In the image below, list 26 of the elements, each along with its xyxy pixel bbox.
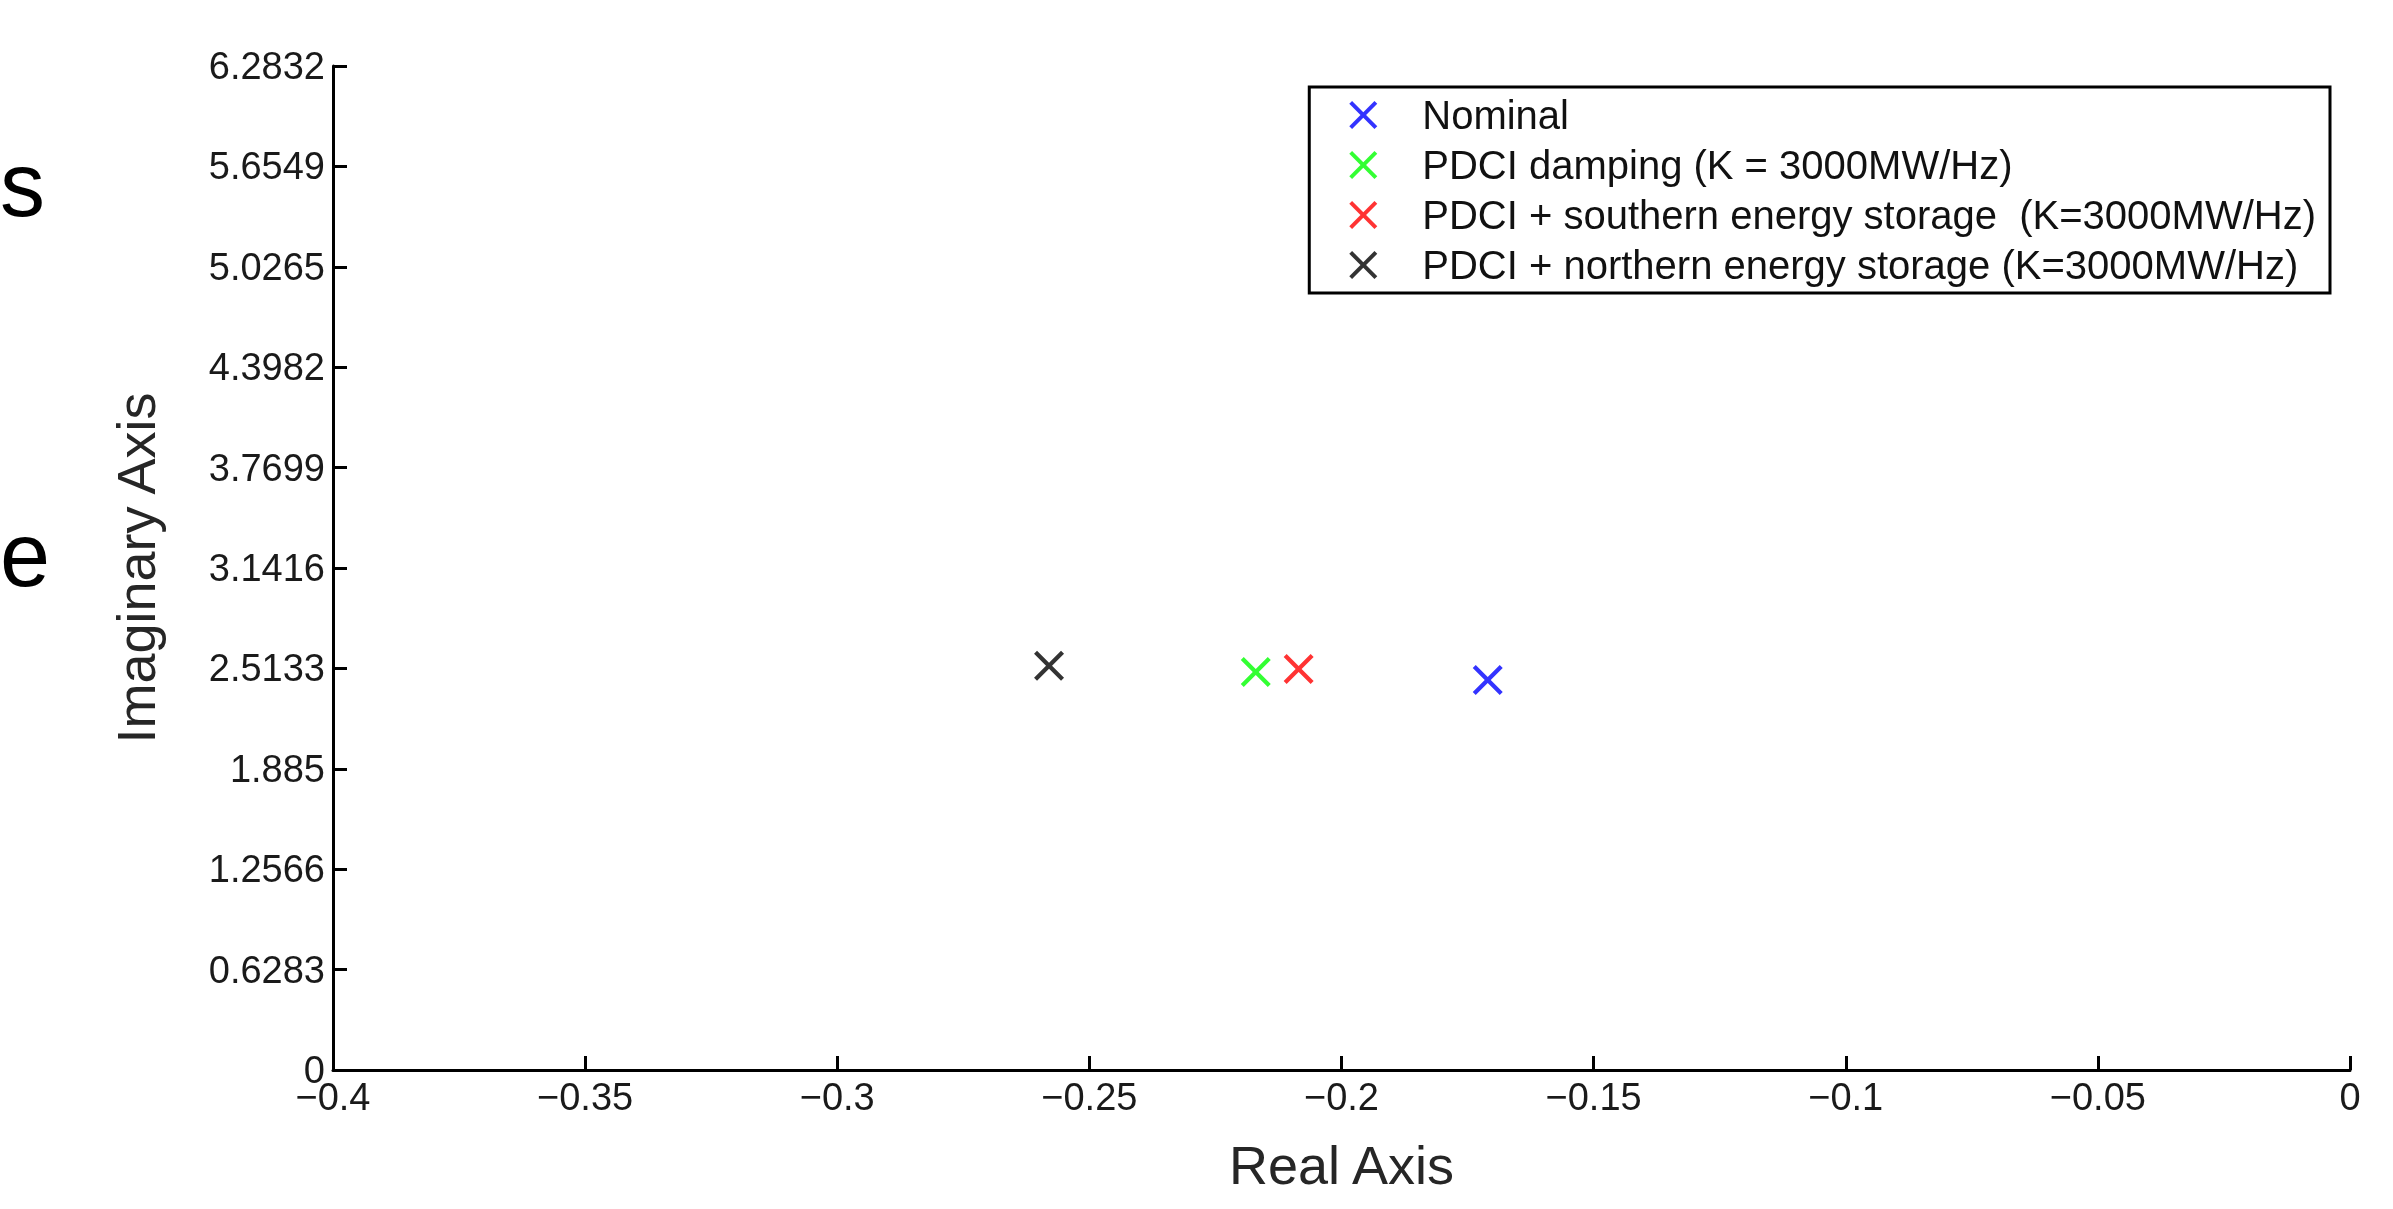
y-tick-label: 3.7699 xyxy=(208,446,325,489)
x-tick-label: −0.35 xyxy=(537,1076,634,1118)
x-tick-label: 0 xyxy=(2339,1076,2361,1118)
legend-label: Nominal xyxy=(1422,93,1569,137)
legend-label: PDCI damping (K = 3000MW/Hz) xyxy=(1422,143,2013,187)
x-tick-label: −0.2 xyxy=(1303,1076,1380,1118)
y-tick-label: 1.2566 xyxy=(208,848,325,891)
y-tick-label: 3.1416 xyxy=(208,547,325,589)
x-tick-label: −0.25 xyxy=(1041,1076,1138,1118)
x-axis-title: Real Axis xyxy=(1228,1135,1455,1195)
text: e xyxy=(0,505,51,605)
legend-label: PDCI + northern energy storage (K=3000MW/Hz) xyxy=(1422,243,2299,287)
y-axis-title: Imaginary Axis xyxy=(106,392,166,744)
x-tick-label: −0.15 xyxy=(1545,1076,1642,1118)
y-tick-label: 5.6549 xyxy=(208,145,325,188)
y-tick-label: 0.6283 xyxy=(208,948,325,991)
y-tick-label: 2.5133 xyxy=(208,647,325,690)
x-tick-label: −0.1 xyxy=(1808,1076,1884,1118)
y-tick-label: 6.2832 xyxy=(208,45,325,87)
x-tick-label: −0.05 xyxy=(2049,1076,2146,1118)
x-tick-label: −0.3 xyxy=(799,1076,875,1118)
y-tick-label: 4.3982 xyxy=(208,346,325,389)
y-tick-label: 1.885 xyxy=(229,747,325,790)
legend-label: PDCI + southern energy storage (K=3000MW/Hz) xyxy=(1422,193,2316,237)
y-tick-label: 5.0265 xyxy=(208,245,325,288)
text: s xyxy=(0,135,45,235)
